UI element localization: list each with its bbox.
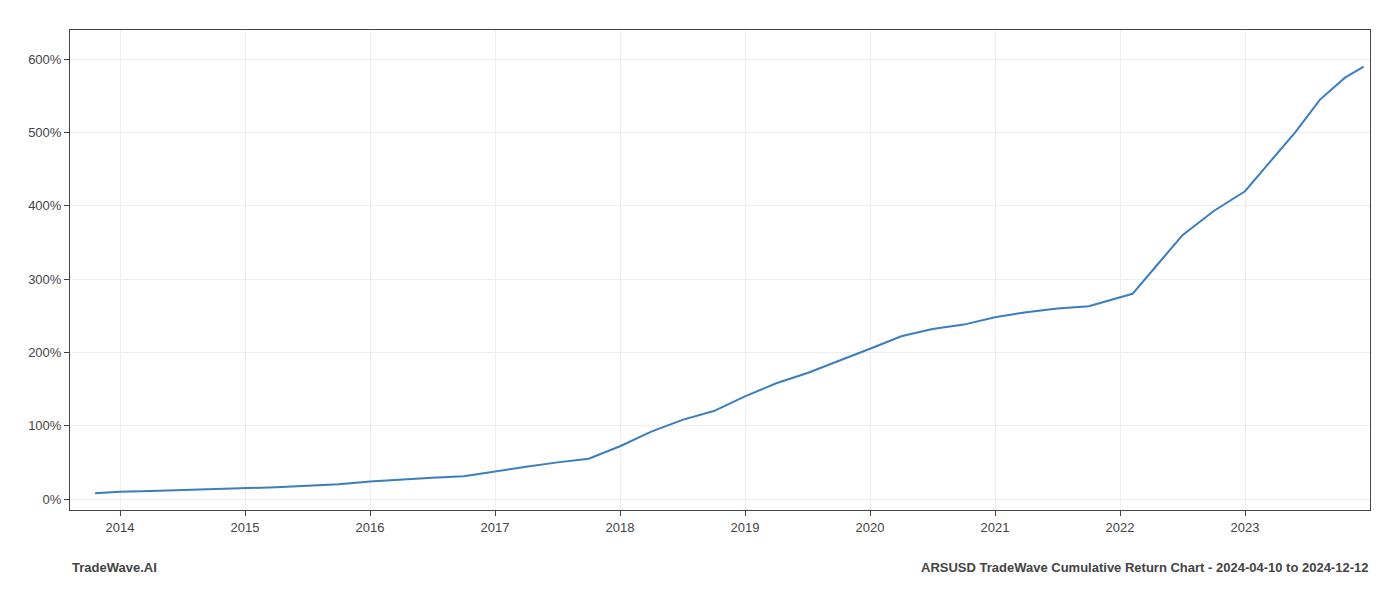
svg-text:TradeWave.AI: TradeWave.AI	[72, 560, 157, 575]
svg-text:300%: 300%	[28, 272, 62, 287]
svg-text:600%: 600%	[28, 52, 62, 67]
svg-text:2023: 2023	[1231, 520, 1260, 535]
svg-text:200%: 200%	[28, 345, 62, 360]
svg-text:2021: 2021	[981, 520, 1010, 535]
svg-text:500%: 500%	[28, 125, 62, 140]
svg-text:2020: 2020	[856, 520, 885, 535]
svg-text:100%: 100%	[28, 418, 62, 433]
svg-text:2019: 2019	[731, 520, 760, 535]
svg-text:2022: 2022	[1106, 520, 1135, 535]
svg-text:ARSUSD TradeWave Cumulative Re: ARSUSD TradeWave Cumulative Return Chart…	[921, 560, 1368, 575]
svg-text:400%: 400%	[28, 198, 62, 213]
svg-text:2018: 2018	[606, 520, 635, 535]
svg-text:2014: 2014	[106, 520, 135, 535]
svg-text:2016: 2016	[356, 520, 385, 535]
svg-text:2015: 2015	[231, 520, 260, 535]
svg-text:0%: 0%	[43, 492, 62, 507]
svg-text:2017: 2017	[481, 520, 510, 535]
